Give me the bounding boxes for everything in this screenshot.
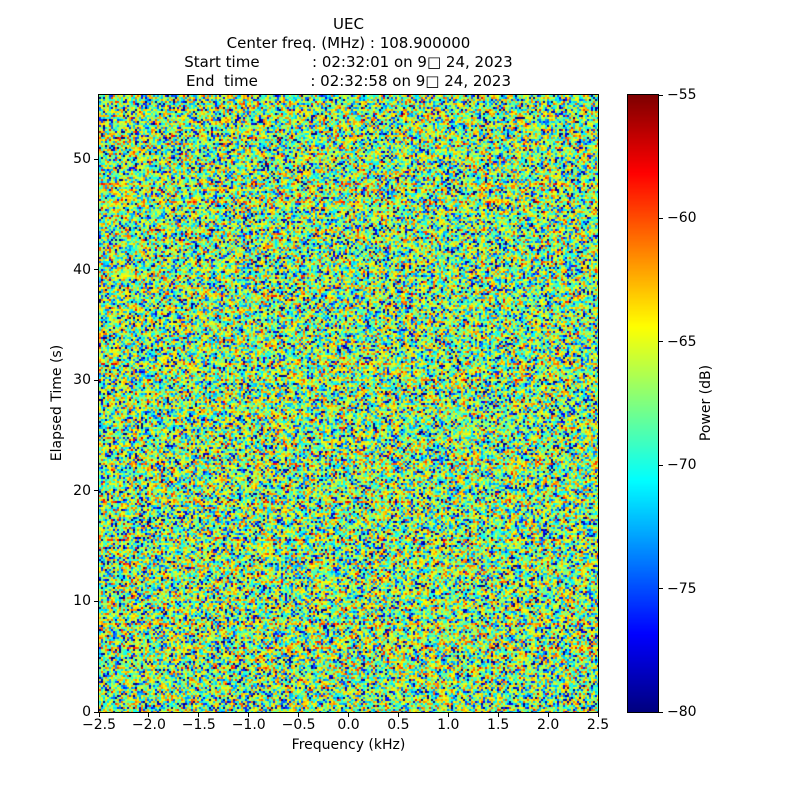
x-tick-mark	[298, 713, 300, 717]
x-tick-mark	[597, 713, 599, 717]
colorbar-tick-label: −70	[667, 457, 697, 474]
y-tick-mark	[94, 269, 98, 271]
y-axis-label: Elapsed Time (s)	[49, 344, 65, 462]
x-tick-mark	[148, 713, 150, 717]
y-tick-label: 40	[73, 261, 91, 278]
x-tick-mark	[248, 713, 250, 717]
x-tick-label: −2.0	[131, 717, 166, 733]
colorbar-gradient	[628, 95, 658, 712]
x-tick-mark	[497, 713, 499, 717]
colorbar-tick-mark	[659, 94, 663, 96]
colorbar-axis-label: Power (dB)	[698, 364, 714, 442]
colorbar-tick-mark	[659, 464, 663, 466]
colorbar-tick-mark	[659, 588, 663, 590]
x-tick-label: −1.0	[231, 717, 266, 733]
colorbar-tick-label: −65	[667, 333, 697, 350]
y-tick-label: 20	[73, 482, 91, 499]
spectrogram-image	[99, 95, 598, 712]
colorbar-tick-mark	[659, 341, 663, 343]
x-tick-mark	[348, 713, 349, 717]
colorbar-tick-mark	[659, 217, 663, 219]
y-tick-mark	[94, 600, 98, 602]
x-tick-mark	[198, 713, 200, 717]
x-tick-mark	[98, 713, 100, 717]
x-tick-label: 2.5	[586, 717, 610, 733]
colorbar-frame	[627, 94, 659, 713]
x-tick-label: 1.5	[487, 717, 510, 733]
colorbar-tick-label: −80	[667, 704, 697, 720]
y-tick-mark	[94, 158, 98, 160]
y-tick-label: 0	[82, 704, 91, 720]
x-tick-label: 0.0	[337, 717, 360, 733]
y-tick-mark	[94, 711, 98, 713]
x-axis-label: Frequency (kHz)	[291, 737, 406, 753]
x-tick-label: 0.5	[387, 717, 410, 733]
y-tick-label: 30	[73, 372, 91, 389]
colorbar-tick-label: −60	[667, 210, 697, 227]
y-tick-mark	[94, 379, 98, 381]
x-tick-label: 1.0	[437, 717, 460, 733]
x-tick-label: −1.5	[181, 717, 216, 733]
x-tick-label: −2.5	[82, 717, 116, 733]
x-tick-mark	[447, 713, 449, 717]
x-tick-mark	[397, 713, 399, 717]
colorbar-tick-label: −55	[667, 87, 697, 103]
chart-title: UEC Center freq. (MHz) : 108.900000 Star…	[184, 15, 513, 90]
y-tick-label: 50	[73, 151, 91, 168]
x-tick-label: −0.5	[281, 717, 316, 733]
y-tick-label: 10	[73, 593, 91, 610]
colorbar-tick-label: −75	[667, 580, 697, 597]
x-tick-mark	[547, 713, 549, 717]
plot-area-frame	[98, 94, 599, 713]
colorbar-tick-mark	[659, 711, 663, 713]
x-tick-label: 2.0	[536, 717, 560, 733]
y-tick-mark	[94, 490, 98, 492]
